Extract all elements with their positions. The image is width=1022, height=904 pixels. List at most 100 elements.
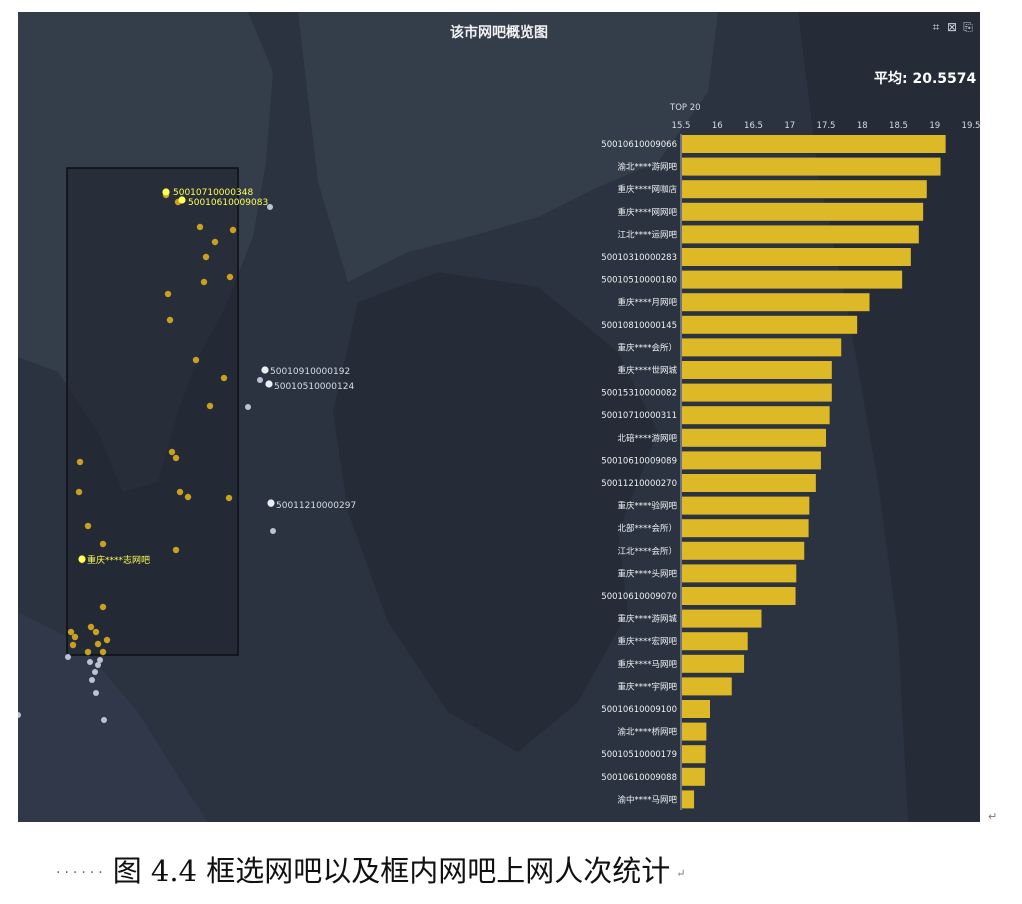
bar[interactable] xyxy=(682,519,809,538)
x-tick-label: 19.5 xyxy=(962,121,980,131)
bar[interactable] xyxy=(682,202,924,221)
bar[interactable] xyxy=(682,406,830,425)
scatter-point[interactable] xyxy=(84,522,92,530)
bar[interactable] xyxy=(682,700,710,718)
scatter-point[interactable] xyxy=(97,657,103,663)
scatter-point[interactable] xyxy=(257,377,263,383)
scatter-point[interactable] xyxy=(267,204,273,210)
scatter-point[interactable] xyxy=(270,528,276,534)
scatter-point[interactable] xyxy=(184,493,192,501)
y-tick-label: 重庆****会所） xyxy=(617,342,677,353)
labeled-point[interactable] xyxy=(265,380,273,388)
bar[interactable] xyxy=(682,451,821,470)
scatter-point[interactable] xyxy=(168,448,176,456)
bar[interactable] xyxy=(682,157,941,176)
scatter-point[interactable] xyxy=(18,712,21,718)
scatter-point[interactable] xyxy=(211,238,219,246)
labeled-point[interactable] xyxy=(78,555,86,563)
bar[interactable] xyxy=(682,383,832,402)
scatter-point[interactable] xyxy=(93,690,99,696)
scatter-point[interactable] xyxy=(84,648,92,656)
scatter-point[interactable] xyxy=(229,226,237,234)
bar[interactable] xyxy=(682,587,796,605)
bar[interactable] xyxy=(682,315,858,334)
bar[interactable] xyxy=(682,722,707,741)
scatter-point[interactable] xyxy=(220,374,228,382)
labeled-point[interactable] xyxy=(178,196,186,204)
bar[interactable] xyxy=(682,632,748,651)
labeled-point[interactable] xyxy=(162,188,170,196)
x-tick-label: 16 xyxy=(712,121,723,131)
point-label: 50011210000297 xyxy=(276,501,356,511)
scatter-point[interactable] xyxy=(101,717,107,723)
bar[interactable] xyxy=(682,338,842,357)
bar[interactable] xyxy=(682,541,805,560)
scatter-point[interactable] xyxy=(103,636,111,644)
bar[interactable] xyxy=(682,745,706,764)
axis-title: TOP 20 xyxy=(669,103,701,113)
save-image-icon[interactable]: ⎘ xyxy=(963,20,973,34)
scatter-point[interactable] xyxy=(200,278,208,286)
y-tick-label: 50010310000283 xyxy=(601,253,677,263)
toolbox: ⌗ ⊠ ⎘ xyxy=(930,20,974,35)
scatter-point[interactable] xyxy=(172,546,180,554)
y-tick-label: 重庆****月网吧 xyxy=(617,297,677,308)
bar[interactable] xyxy=(682,180,927,199)
labeled-point[interactable] xyxy=(261,366,269,374)
scatter-point[interactable] xyxy=(67,628,75,636)
bar[interactable] xyxy=(682,225,919,244)
bar[interactable] xyxy=(682,293,870,312)
scatter-point[interactable] xyxy=(99,603,107,611)
bar[interactable] xyxy=(682,496,810,515)
scatter-point[interactable] xyxy=(164,290,172,298)
bar[interactable] xyxy=(682,270,903,289)
scatter-point[interactable] xyxy=(176,488,184,496)
bar[interactable] xyxy=(682,654,745,673)
scatter-point[interactable] xyxy=(166,316,174,324)
clear-selection-icon[interactable]: ⊠ xyxy=(946,20,958,34)
scatter-point[interactable] xyxy=(76,458,84,466)
scatter-point[interactable] xyxy=(245,404,251,410)
scatter-point[interactable] xyxy=(69,641,77,649)
scatter-point[interactable] xyxy=(94,640,102,648)
x-tick-label: 19 xyxy=(929,121,940,131)
scatter-point[interactable] xyxy=(225,494,233,502)
bar[interactable] xyxy=(682,361,832,379)
selection-box[interactable] xyxy=(66,167,239,656)
bar[interactable] xyxy=(682,790,695,809)
bar[interactable] xyxy=(682,564,797,583)
bar[interactable] xyxy=(682,135,946,153)
scatter-point[interactable] xyxy=(192,356,200,364)
y-tick-label: 北部****会所） xyxy=(617,523,677,534)
bar[interactable] xyxy=(682,428,826,447)
scatter-point[interactable] xyxy=(206,402,214,410)
scatter-point[interactable] xyxy=(95,662,101,668)
y-tick-label: 50010610009089 xyxy=(601,456,677,466)
bar[interactable] xyxy=(682,474,816,492)
scatter-point[interactable] xyxy=(71,633,79,641)
y-tick-label: 50011210000270 xyxy=(601,479,677,489)
scatter-point[interactable] xyxy=(92,628,100,636)
scatter-point[interactable] xyxy=(99,648,107,656)
scatter-point[interactable] xyxy=(89,677,95,683)
y-tick-label: 重庆****验网吧 xyxy=(617,501,677,512)
labeled-point[interactable] xyxy=(267,499,275,507)
bar[interactable] xyxy=(682,609,762,628)
scatter-point[interactable] xyxy=(99,540,107,548)
x-tick-label: 17.5 xyxy=(817,121,836,131)
chart-title: 该市网吧概览图 xyxy=(450,25,548,41)
scatter-point[interactable] xyxy=(87,659,93,665)
scatter-point[interactable] xyxy=(65,654,71,660)
bar[interactable] xyxy=(682,677,732,696)
bar[interactable] xyxy=(682,248,911,266)
brush-rect-icon[interactable]: ⌗ xyxy=(932,20,940,34)
x-tick-label: 18.5 xyxy=(889,121,908,131)
scatter-point[interactable] xyxy=(75,488,83,496)
scatter-point[interactable] xyxy=(87,623,95,631)
scatter-point[interactable] xyxy=(202,253,210,261)
scatter-point[interactable] xyxy=(92,669,98,675)
bar[interactable] xyxy=(682,767,705,786)
scatter-point[interactable] xyxy=(196,223,204,231)
scatter-point[interactable] xyxy=(226,273,234,281)
scatter-point[interactable] xyxy=(172,454,180,462)
